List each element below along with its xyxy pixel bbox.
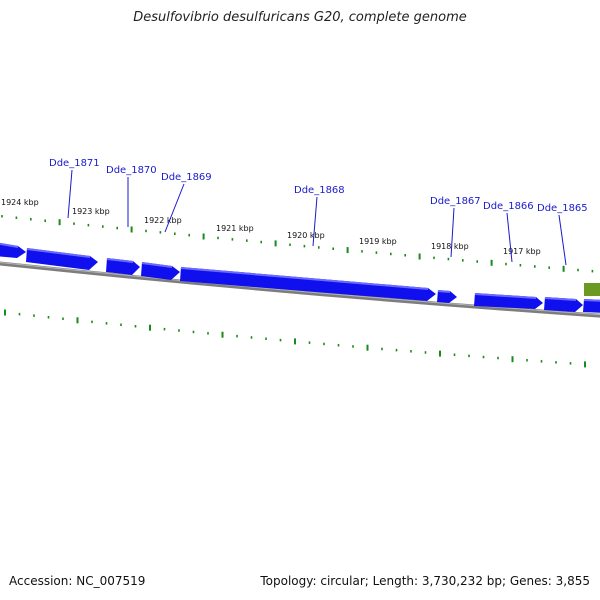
ruler-label: 1924 kbp — [1, 198, 39, 207]
ruler-ticks-lower — [4, 309, 586, 368]
locus-leader-line — [450, 207, 455, 258]
genome-summary-text: Topology: circular; Length: 3,730,232 bp… — [260, 574, 590, 588]
locus-leader-line — [67, 169, 73, 219]
ruler-labels: 1924 kbp 1923 kbp 1922 kbp 1921 kbp 1920… — [1, 198, 541, 256]
locus-label-dde-1867[interactable]: Dde_1867 — [430, 196, 481, 207]
ruler-label: 1922 kbp — [144, 216, 182, 225]
genome-title: Desulfovibrio desulfuricans G20, complet… — [133, 10, 467, 25]
gene-arrow[interactable] — [26, 248, 98, 270]
ruler-label: 1918 kbp — [431, 242, 469, 251]
gene-arrow[interactable] — [583, 299, 600, 313]
ruler-label: 1917 kbp — [503, 247, 541, 256]
locus-label-dde-1871[interactable]: Dde_1871 — [49, 158, 100, 169]
genome-backbone — [0, 261, 600, 318]
locus-leader-line — [558, 214, 567, 266]
locus-label-dde-1865[interactable]: Dde_1865 — [537, 203, 588, 214]
locus-label-dde-1870[interactable]: Dde_1870 — [106, 165, 157, 176]
locus-leader-line — [312, 196, 318, 247]
locus-label-dde-1868[interactable]: Dde_1868 — [294, 185, 345, 196]
gene-arrow[interactable] — [0, 242, 26, 258]
ruler-label: 1923 kbp — [72, 207, 110, 216]
ruler-label: 1921 kbp — [216, 224, 254, 233]
other-feature[interactable] — [584, 283, 600, 296]
locus-label-dde-1869[interactable]: Dde_1869 — [161, 172, 212, 183]
locus-labels — [67, 169, 567, 266]
gene-arrow[interactable] — [180, 267, 436, 301]
ruler-ticks-upper — [1, 215, 594, 273]
gene-highlights — [0, 242, 600, 302]
ruler-label: 1920 kbp — [287, 231, 325, 240]
locus-leader-line — [164, 183, 185, 233]
genome-backbone-highlight — [0, 262, 600, 316]
locus-leader-line — [506, 212, 513, 263]
ruler-label: 1919 kbp — [359, 237, 397, 246]
accession-text: Accession: NC_007519 — [9, 574, 146, 588]
locus-label-dde-1866[interactable]: Dde_1866 — [483, 201, 534, 212]
gene-arrow[interactable] — [437, 290, 457, 303]
